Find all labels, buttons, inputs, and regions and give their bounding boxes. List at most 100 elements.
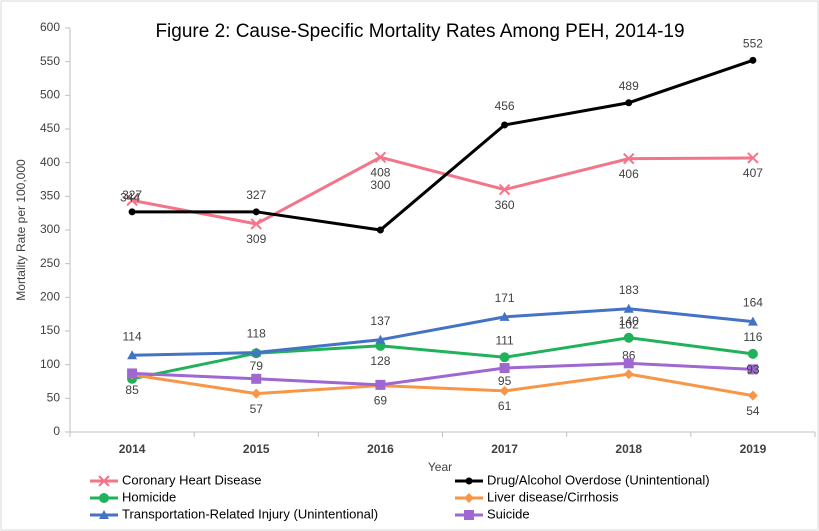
data-point (126, 194, 138, 207)
x-tick-label: 2014 (119, 442, 146, 456)
data-label: 408 (370, 165, 390, 179)
data-point (747, 390, 758, 401)
y-tick-label: 500 (40, 88, 60, 102)
series-line (131, 155, 753, 226)
legend-label: Suicide (487, 506, 530, 521)
data-point (498, 183, 511, 196)
data-label: 57 (250, 402, 264, 416)
data-label: 456 (495, 99, 515, 113)
data-label: 327 (246, 188, 266, 202)
data-label: 128 (370, 354, 390, 368)
data-label: 309 (246, 232, 266, 246)
y-tick-label: 600 (40, 20, 60, 34)
series-line (132, 307, 754, 357)
data-label: 93 (746, 363, 760, 377)
x-tick-label: 2018 (615, 442, 642, 456)
data-label: 116 (743, 330, 762, 344)
data-label: 300 (370, 178, 390, 192)
series-line (132, 361, 753, 387)
data-point (499, 363, 510, 374)
data-point (623, 152, 635, 165)
data-label: 95 (498, 374, 512, 388)
legend-label: Transportation-Related Injury (Unintenti… (122, 506, 378, 521)
data-label: 344 (120, 191, 140, 205)
x-tick-label: 2016 (367, 442, 394, 456)
data-point (747, 364, 758, 375)
data-point (501, 121, 509, 129)
y-tick-label: 0 (53, 424, 60, 438)
y-tick-label: 200 (40, 290, 60, 304)
legend-label: Liver disease/Cirrhosis (487, 489, 619, 504)
data-point (374, 151, 387, 163)
data-label: 407 (743, 166, 763, 180)
data-point (252, 208, 260, 216)
data-point (251, 388, 262, 399)
y-tick-label: 450 (40, 121, 60, 135)
data-point (376, 226, 384, 234)
data-label: 69 (374, 394, 388, 408)
data-point (747, 152, 759, 164)
data-point (623, 303, 634, 313)
y-tick-label: 150 (40, 323, 60, 337)
data-label: 111 (495, 333, 514, 347)
data-point (749, 56, 757, 64)
data-label: 140 (619, 314, 639, 328)
data-point (747, 348, 758, 359)
y-tick-label: 50 (47, 391, 61, 405)
data-point (623, 358, 634, 369)
data-point (747, 316, 758, 326)
data-point (127, 368, 138, 379)
data-label: 360 (495, 198, 515, 212)
y-axis-label: Mortality Rate per 100,000 (14, 159, 28, 301)
data-point (499, 385, 510, 396)
legend-marker (98, 475, 110, 487)
data-label: 137 (370, 314, 390, 328)
legend-marker (99, 493, 109, 503)
data-point (250, 218, 262, 230)
data-label: 552 (743, 36, 763, 50)
series-line (131, 336, 754, 381)
y-tick-label: 250 (40, 256, 60, 270)
legend-label: Homicide (122, 489, 176, 504)
data-label: 171 (495, 291, 515, 305)
data-point (127, 350, 138, 360)
data-label: 85 (125, 383, 139, 397)
y-tick-label: 100 (40, 357, 60, 371)
series-line (132, 58, 754, 232)
data-label: 183 (619, 283, 639, 297)
legend-label: Drug/Alcohol Overdose (Unintentional) (487, 472, 710, 487)
series-line (131, 372, 754, 398)
data-label: 406 (619, 167, 639, 181)
x-tick-label: 2017 (491, 442, 518, 456)
legend-label: Coronary Heart Disease (122, 472, 261, 487)
data-point (623, 332, 634, 343)
data-point (375, 334, 386, 344)
data-point (623, 369, 634, 380)
chart-title: Figure 2: Cause-Specific Mortality Rates… (155, 21, 684, 42)
y-tick-label: 550 (40, 54, 60, 68)
data-label: 489 (619, 79, 639, 93)
data-point (251, 347, 262, 357)
legend-marker (464, 510, 474, 520)
y-tick-label: 300 (40, 222, 60, 236)
data-label: 61 (498, 399, 512, 413)
data-label: 54 (746, 404, 760, 418)
data-label: 114 (123, 329, 142, 343)
data-point (375, 379, 386, 390)
x-tick-label: 2019 (740, 442, 767, 456)
data-label: 102 (619, 317, 639, 331)
legend-marker (464, 493, 474, 503)
data-label: 79 (250, 359, 264, 373)
x-axis-label: Year (428, 460, 452, 474)
data-label: 327 (122, 188, 142, 202)
data-label: 118 (247, 327, 266, 341)
data-point (499, 352, 510, 363)
legend-marker (465, 477, 473, 485)
data-point (499, 311, 510, 321)
data-point (128, 208, 136, 216)
legend-marker (99, 510, 109, 519)
y-tick-label: 350 (40, 189, 60, 203)
data-label: 164 (743, 296, 763, 310)
